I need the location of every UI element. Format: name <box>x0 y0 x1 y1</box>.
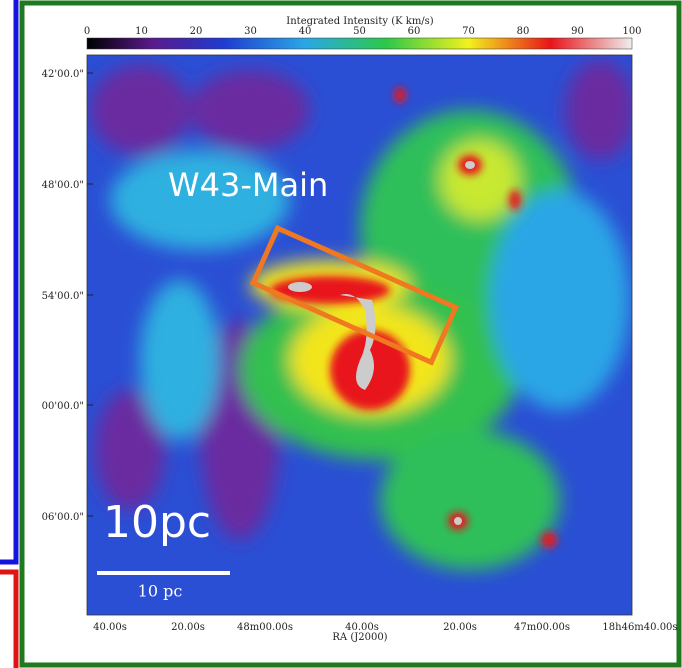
colorbar-tick-label: 20 <box>190 26 203 37</box>
colorbar-tick-label: 30 <box>244 26 257 37</box>
x-tick-label: 18h46m40.00s <box>602 622 677 633</box>
scale-label-large: 10pc <box>103 497 211 548</box>
x-tick-label: 20.00s <box>443 622 477 633</box>
y-tick-label: 48'00.0" <box>42 180 84 191</box>
colorbar-tick-label: 40 <box>299 26 312 37</box>
x-axis-label: RA (J2000) <box>332 632 387 643</box>
y-tick-label: 00'00.0" <box>42 401 84 412</box>
colorbar-tick-label: 90 <box>571 26 584 37</box>
x-tick-label: 20.00s <box>171 622 205 633</box>
x-tick-label: 40.00s <box>345 622 379 633</box>
colorbar-tick-label: 60 <box>408 26 421 37</box>
y-tick-label: 54'00.0" <box>42 291 84 302</box>
colorbar-tick-label: 70 <box>462 26 475 37</box>
colorbar-tick-label: 50 <box>353 26 366 37</box>
scale-bar-label: 10 pc <box>138 582 183 601</box>
x-tick-label: 40.00s <box>93 622 127 633</box>
y-tick-label: 42'00.0" <box>42 69 84 80</box>
colorbar-tick-label: 100 <box>622 26 641 37</box>
colorbar-tick-label: 80 <box>517 26 530 37</box>
x-tick-label: 48m00.00s <box>237 622 293 633</box>
colorbar <box>87 38 632 49</box>
page: {"colorbar": {"label": "Integrated Inten… <box>0 0 682 668</box>
colorbar-tick-label: 10 <box>135 26 148 37</box>
y-tick-label: 06'00.0" <box>42 512 84 523</box>
colorbar-tick-label: 0 <box>84 26 90 37</box>
blue-frame <box>0 0 16 562</box>
red-frame <box>0 572 16 668</box>
region-label: W43-Main <box>168 166 328 204</box>
x-tick-label: 47m00.00s <box>514 622 570 633</box>
figure: Integrated Intensity (K km/s) <box>0 0 682 668</box>
